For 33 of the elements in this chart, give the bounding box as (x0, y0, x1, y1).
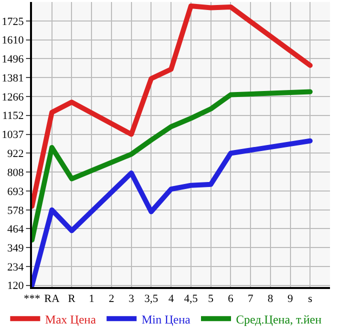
x-tick-label: 3 (128, 293, 135, 306)
x-tick-label: 4 (168, 293, 174, 306)
y-tick-label: 808 (7, 166, 24, 179)
x-tick-label: *** (24, 293, 40, 306)
legend-label: Max Цена (45, 312, 97, 326)
legend-label: Сред.Цена, т.йен (236, 312, 322, 326)
y-tick-label: 578 (7, 204, 24, 217)
y-tick-label: 1266 (2, 91, 24, 104)
y-tick-label: 1496 (2, 54, 24, 66)
x-tick-label: s (308, 293, 312, 306)
y-tick-label: 922 (7, 148, 24, 160)
y-tick-label: 234 (7, 261, 24, 274)
y-tick-label: 464 (7, 224, 24, 236)
x-tick-label: RA (44, 293, 60, 306)
x-tick-label: R (68, 293, 76, 306)
y-tick-label: 693 (7, 186, 24, 198)
x-tick-label: 4,5 (184, 293, 198, 306)
y-tick-label: 1037 (2, 129, 24, 142)
x-tick-label: 2 (108, 293, 114, 306)
y-tick-label: 1725 (2, 16, 24, 28)
x-tick-label: 5 (208, 293, 214, 306)
y-tick-label: 120 (7, 280, 24, 292)
x-tick-label: 3,5 (144, 293, 159, 306)
y-tick-label: 1610 (2, 34, 24, 47)
y-tick-label: 349 (7, 242, 24, 254)
y-tick-label: 1381 (2, 72, 24, 84)
x-tick-label: 8 (268, 293, 274, 306)
y-tick-label: 1152 (2, 110, 24, 122)
x-tick-label: 9 (288, 293, 294, 306)
x-tick-label: 1 (88, 293, 94, 306)
x-tick-label: 7 (248, 293, 254, 306)
legend-label: Min Цена (142, 312, 192, 326)
x-tick-label: 6 (228, 293, 234, 306)
